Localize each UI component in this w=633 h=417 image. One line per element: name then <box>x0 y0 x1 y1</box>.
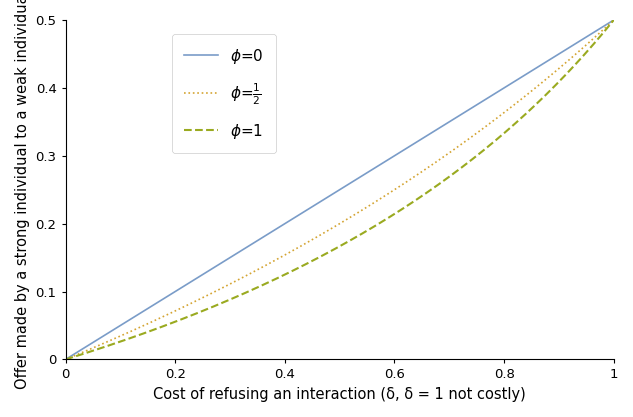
X-axis label: Cost of refusing an interaction (δ, δ = 1 not costly): Cost of refusing an interaction (δ, δ = … <box>153 387 526 402</box>
Legend: $\phi$=0, $\phi$=$\frac{1}{2}$, $\phi$=1: $\phi$=0, $\phi$=$\frac{1}{2}$, $\phi$=1 <box>172 35 275 153</box>
Y-axis label: Offer made by a strong individual to a weak individual: Offer made by a strong individual to a w… <box>15 0 30 389</box>
